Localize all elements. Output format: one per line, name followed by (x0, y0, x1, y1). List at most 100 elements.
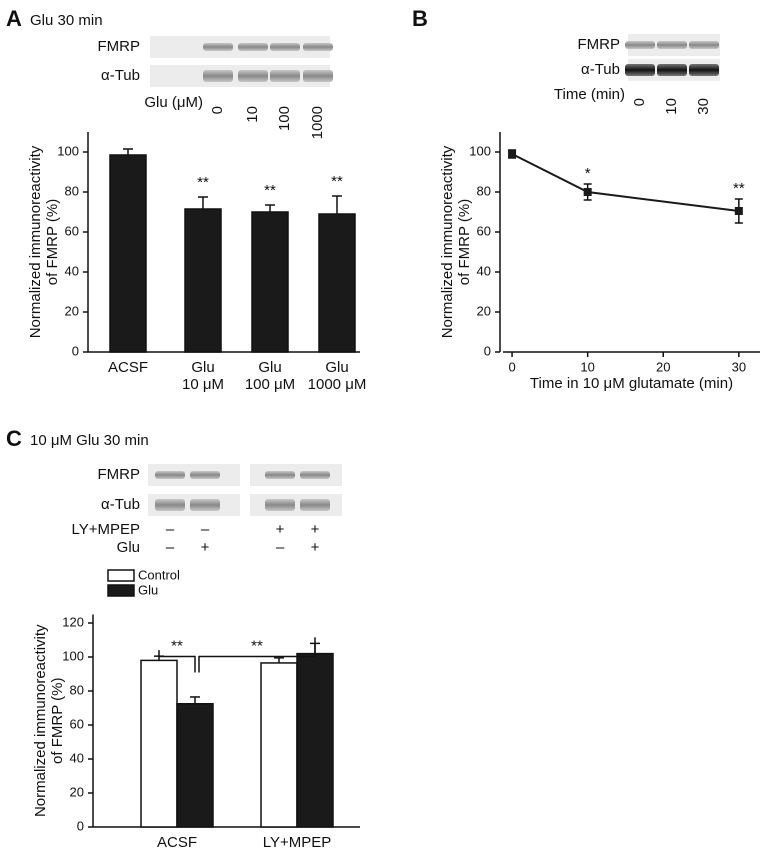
significance: ** (171, 637, 183, 654)
y-tick-label: 0 (484, 343, 491, 358)
blot-lane-title: Glu (μM) (144, 94, 203, 111)
y-tick-label: 20 (477, 303, 491, 318)
blot-lane-label: 10 (663, 98, 680, 115)
blot-condition-sign: – (166, 539, 175, 556)
x-tick-label: 100 μM (245, 376, 295, 393)
blot-lane-title: Time (min) (554, 86, 625, 103)
blot-condition-sign: + (201, 539, 210, 556)
y-tick-label: 60 (477, 223, 491, 238)
blot-band (238, 43, 268, 51)
blot-band (265, 471, 295, 479)
y-tick-label: 120 (62, 614, 84, 629)
significance: ** (251, 637, 263, 654)
y-axis-label: of FMRP (%) (456, 199, 473, 285)
x-axis-label: Time in 10 μM glutamate (min) (530, 375, 733, 392)
panel-label: A (6, 6, 22, 31)
blot-row-label: FMRP (98, 466, 141, 483)
y-tick-label: 0 (72, 343, 79, 358)
blot-band (270, 70, 300, 82)
marker (508, 150, 517, 158)
panel-subtitle: Glu 30 min (30, 12, 103, 29)
blot-band (300, 471, 330, 479)
legend-label: Glu (138, 582, 158, 597)
blot-band (689, 41, 719, 49)
bar (140, 659, 178, 828)
significance-bracket (198, 637, 316, 673)
y-tick-label: 80 (477, 183, 491, 198)
blot-row-label: α-Tub (101, 496, 140, 513)
blot-band (625, 41, 655, 49)
panel-label: C (6, 426, 22, 451)
blot-condition-sign: – (166, 521, 175, 538)
blot-condition-sign: + (311, 521, 320, 538)
marker (734, 207, 743, 215)
bar (296, 652, 334, 828)
y-tick-label: 20 (65, 303, 79, 318)
x-tick-label: Glu (325, 359, 348, 376)
blot-row-label: FMRP (578, 36, 621, 53)
bar (184, 208, 222, 353)
blot-band (625, 64, 655, 76)
blot-box (250, 464, 342, 486)
blot-condition-sign: + (311, 539, 320, 556)
y-tick-label: 0 (77, 818, 84, 833)
significance: ** (331, 173, 343, 190)
y-tick-label: 20 (70, 784, 84, 799)
blot-band (265, 499, 295, 511)
blot-lane-label: 30 (695, 98, 712, 115)
y-tick-label: 80 (70, 682, 84, 697)
y-tick-label: 100 (62, 648, 84, 663)
x-tick-label: Glu (191, 359, 214, 376)
bar (318, 213, 356, 353)
y-axis-label: Normalized immunoreactivity (32, 624, 49, 817)
y-tick-label: 40 (477, 263, 491, 278)
blot-band (155, 499, 185, 511)
blot-condition-sign: + (276, 521, 285, 538)
blot-row-label: α-Tub (101, 67, 140, 84)
blot-band (657, 41, 687, 49)
y-tick-label: 40 (65, 263, 79, 278)
y-axis-label: of FMRP (%) (49, 678, 66, 764)
x-tick-label: ACSF (157, 834, 197, 851)
y-tick-label: 100 (57, 143, 79, 158)
bar (109, 154, 147, 353)
blot-band (270, 43, 300, 51)
legend-swatch (107, 569, 135, 582)
y-axis-label: Normalized immunoreactivity (27, 145, 44, 338)
blot-band (657, 64, 687, 76)
blot-band (300, 499, 330, 511)
blot-lane-label: 0 (209, 106, 226, 114)
x-tick-label: 10 (580, 359, 594, 374)
blot-condition-label: Glu (117, 539, 140, 556)
line (511, 153, 739, 212)
y-tick-label: 40 (70, 750, 84, 765)
x-tick-label: Glu (258, 359, 281, 376)
bar (260, 662, 298, 828)
bar (251, 211, 289, 353)
blot-band (155, 471, 185, 479)
y-axis-label: Normalized immunoreactivity (439, 145, 456, 338)
blot-lane-label: 10 (244, 106, 261, 123)
x-tick-label: 1000 μM (308, 376, 367, 393)
y-tick-label: 60 (70, 716, 84, 731)
y-tick-label: 60 (65, 223, 79, 238)
significance-bracket (158, 650, 196, 673)
blot-band (303, 43, 333, 51)
significance: ** (733, 180, 745, 197)
blot-lane-label: 0 (631, 98, 648, 106)
legend-swatch (107, 584, 135, 597)
blot-lane-label: 1000 (309, 106, 326, 139)
blot-band (238, 70, 268, 82)
blot-band (303, 70, 333, 82)
blot-band (203, 70, 233, 82)
blot-band (203, 43, 233, 51)
blot-condition-sign: – (201, 521, 210, 538)
y-tick-label: 100 (469, 143, 491, 158)
blot-condition-sign: – (276, 539, 285, 556)
blot-lane-label: 100 (276, 106, 293, 131)
bar (176, 703, 214, 828)
y-tick-label: 80 (65, 183, 79, 198)
x-tick-label: 10 μM (182, 376, 224, 393)
blot-band (190, 471, 220, 479)
